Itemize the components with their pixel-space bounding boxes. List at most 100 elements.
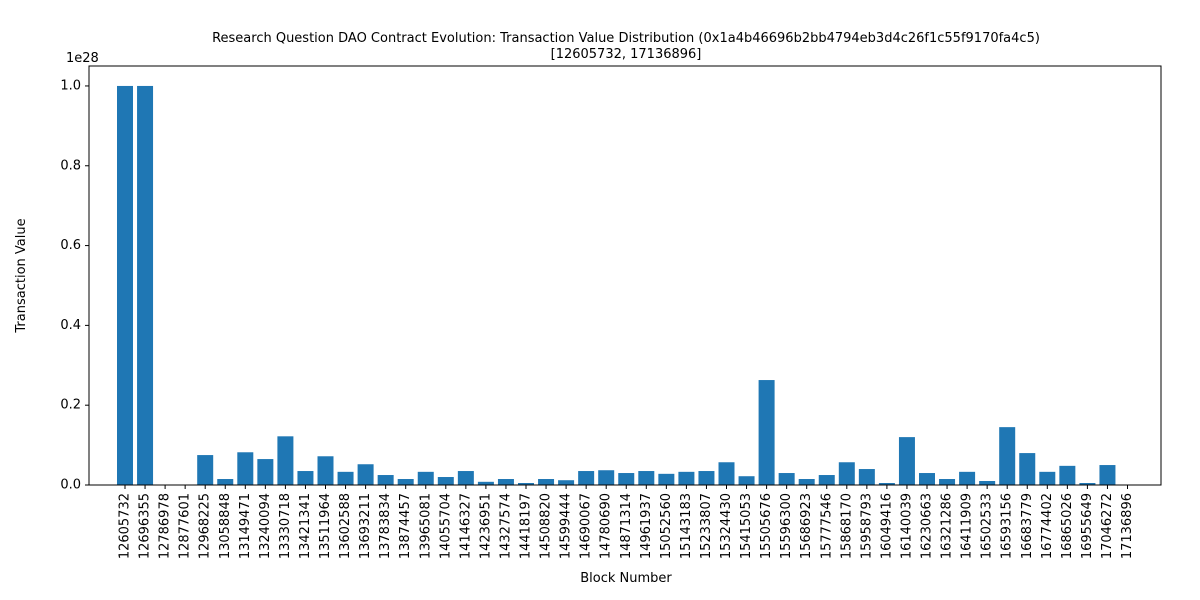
bar-12696355 xyxy=(137,85,154,485)
bar-13058848 xyxy=(217,479,234,485)
bar-14418197 xyxy=(518,483,534,485)
x-tick-label: 15505676 xyxy=(759,493,774,559)
bar-16502533 xyxy=(979,481,996,485)
bar-12968225 xyxy=(197,455,214,485)
y-offset-label: 1e28 xyxy=(66,51,99,66)
x-tick-label: 13421341 xyxy=(298,493,313,559)
x-tick-label: 15052560 xyxy=(659,493,674,559)
bar-13511964 xyxy=(317,456,334,485)
bar-15052560 xyxy=(658,473,675,485)
bar-17046272 xyxy=(1099,465,1116,485)
x-tick-label: 16593156 xyxy=(1000,493,1015,559)
x-tick-label: 17046272 xyxy=(1100,493,1115,559)
y-tick-label: 0.2 xyxy=(60,398,81,413)
x-tick-label: 14780690 xyxy=(599,493,614,559)
bar-13874457 xyxy=(397,479,414,485)
x-tick-label: 14055704 xyxy=(438,493,453,559)
x-tick-label: 14146327 xyxy=(458,493,473,559)
x-tick-label: 14236951 xyxy=(478,493,493,559)
x-tick-label: 13058848 xyxy=(218,493,233,559)
y-tick-label: 0.8 xyxy=(60,158,81,173)
bar-15324430 xyxy=(718,462,735,485)
x-tick-label: 13511964 xyxy=(318,493,333,559)
x-tick-label: 15868170 xyxy=(839,493,854,559)
bar-16955649 xyxy=(1079,483,1096,485)
x-tick-label: 16774402 xyxy=(1040,493,1055,559)
x-tick-label: 17136896 xyxy=(1120,493,1135,559)
bar-14055704 xyxy=(437,477,454,485)
bar-15777546 xyxy=(818,475,835,485)
x-tick-label: 13602588 xyxy=(338,493,353,559)
bar-15415053 xyxy=(738,476,755,485)
bar-14327574 xyxy=(497,479,514,485)
bar-14780690 xyxy=(598,470,615,485)
chart-title: Research Question DAO Contract Evolution… xyxy=(212,31,1040,46)
bar-15143183 xyxy=(678,471,695,485)
bars-group xyxy=(117,85,1116,485)
bar-16683779 xyxy=(1019,453,1036,485)
y-tick-label: 0.0 xyxy=(60,478,81,493)
bar-14508820 xyxy=(538,479,555,485)
y-tick-label: 0.6 xyxy=(60,238,81,253)
x-tick-label: 16955649 xyxy=(1080,493,1095,559)
bar-16593156 xyxy=(999,427,1016,485)
x-tick-label: 13149471 xyxy=(238,493,253,559)
x-tick-label: 12786978 xyxy=(158,493,173,559)
bar-14961937 xyxy=(638,471,655,485)
x-tick-label: 13965081 xyxy=(418,493,433,559)
bar-12605732 xyxy=(117,85,133,485)
x-tick-label: 12605732 xyxy=(118,493,133,559)
bar-16049416 xyxy=(878,483,895,485)
x-tick-label: 13874457 xyxy=(398,493,413,559)
plot-frame xyxy=(88,65,1162,486)
x-tick-label: 15143183 xyxy=(679,493,694,559)
x-tick-label: 14690067 xyxy=(579,493,594,559)
x-tick-label: 13240094 xyxy=(258,493,273,559)
bar-15233807 xyxy=(698,471,715,485)
y-tick-label: 0.4 xyxy=(60,318,81,333)
bar-13149471 xyxy=(237,452,254,485)
bar-13693211 xyxy=(357,464,374,485)
bar-13240094 xyxy=(257,459,274,485)
bar-14236951 xyxy=(477,481,494,485)
y-axis-label: Transaction Value xyxy=(14,218,29,333)
x-tick-label: 14599444 xyxy=(559,493,574,559)
x-axis-label: Block Number xyxy=(580,571,672,586)
bar-15596300 xyxy=(778,473,795,485)
x-tick-label: 16683779 xyxy=(1020,493,1035,559)
x-tick-label: 16502533 xyxy=(980,493,995,559)
x-tick-label: 15777546 xyxy=(819,493,834,559)
bar-16774402 xyxy=(1039,471,1056,485)
x-axis-ticks: 12605732 12696355 12786978 12877601 12968225… xyxy=(118,485,1135,559)
x-tick-label: 15324430 xyxy=(719,493,734,559)
x-tick-label: 14508820 xyxy=(539,493,554,559)
bar-14599444 xyxy=(558,480,575,485)
bar-15868170 xyxy=(838,462,855,485)
x-tick-label: 14327574 xyxy=(498,493,513,559)
x-tick-label: 16140039 xyxy=(899,493,914,559)
x-tick-label: 12968225 xyxy=(198,493,213,559)
bar-13330718 xyxy=(277,436,294,485)
x-tick-label: 16230663 xyxy=(920,493,935,559)
bar-16321286 xyxy=(939,479,956,485)
bar-16230663 xyxy=(919,473,935,485)
x-tick-label: 16865026 xyxy=(1060,493,1075,559)
bar-14871314 xyxy=(618,473,635,485)
bar-15686923 xyxy=(798,479,815,485)
bar-16411909 xyxy=(959,471,976,485)
bar-14146327 xyxy=(457,471,474,485)
bar-16865026 xyxy=(1059,465,1076,485)
x-tick-label: 14961937 xyxy=(639,493,654,559)
x-tick-label: 13693211 xyxy=(358,493,373,559)
x-tick-label: 14418197 xyxy=(519,493,534,559)
bar-15958793 xyxy=(858,469,875,485)
x-tick-label: 13783834 xyxy=(378,493,393,559)
x-tick-label: 15686923 xyxy=(799,493,814,559)
x-tick-label: 14871314 xyxy=(619,493,634,559)
y-tick-label: 1.0 xyxy=(60,78,81,93)
x-tick-label: 16321286 xyxy=(940,493,955,559)
x-tick-label: 16411909 xyxy=(960,493,975,559)
x-tick-label: 15415053 xyxy=(739,493,754,559)
x-tick-label: 12877601 xyxy=(178,493,193,559)
